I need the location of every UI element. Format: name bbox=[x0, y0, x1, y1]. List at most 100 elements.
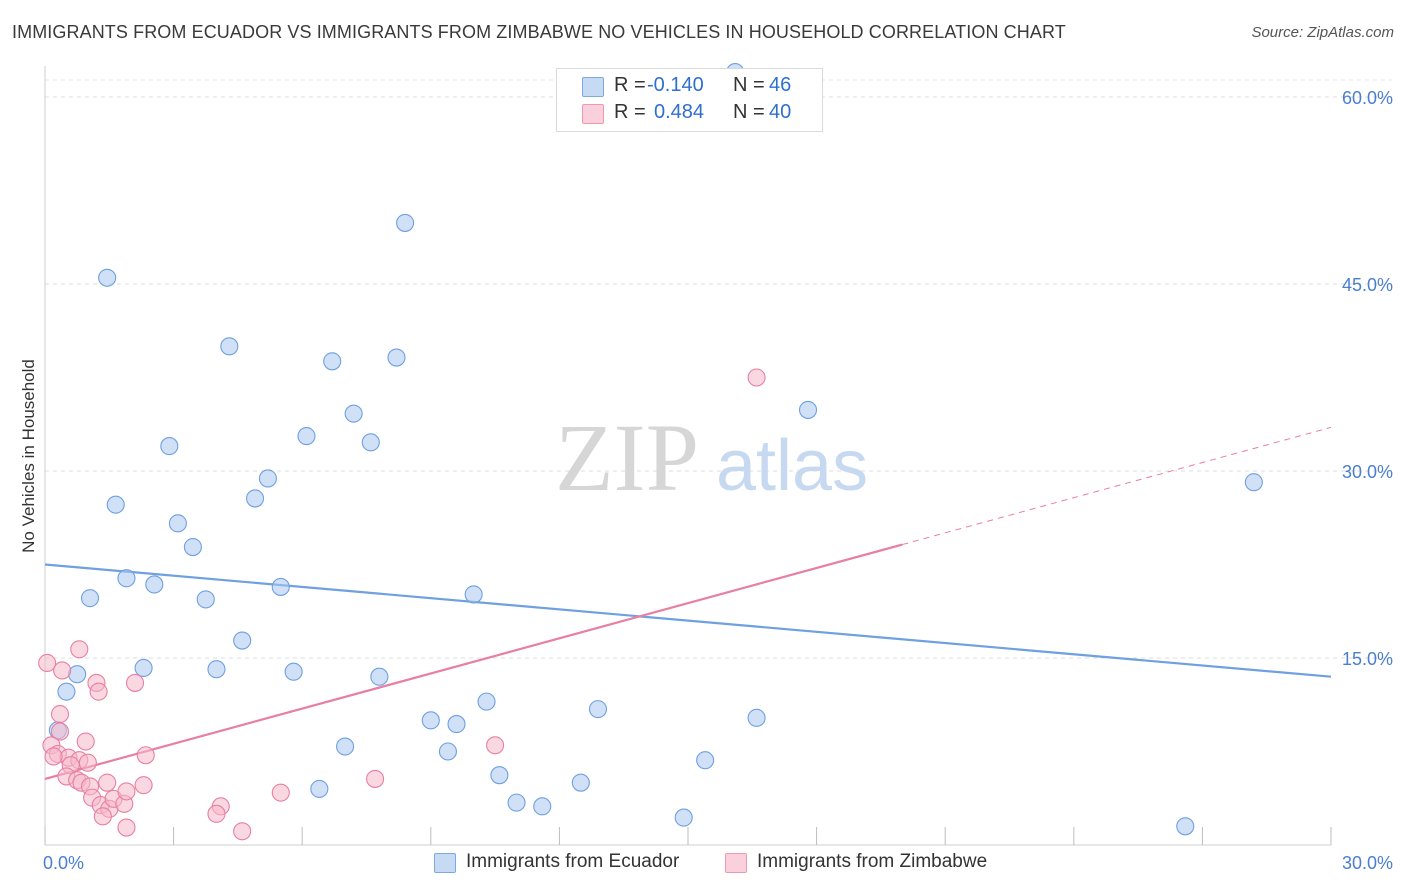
watermark-atlas: atlas bbox=[716, 426, 868, 506]
ecuador-point bbox=[370, 667, 389, 686]
ecuador-point bbox=[696, 751, 715, 770]
zimbabwe-point bbox=[38, 653, 57, 673]
watermark: ZIP atlas bbox=[555, 404, 868, 511]
legend-n-value: 40 bbox=[769, 101, 792, 123]
legend-label-zimbabwe: Immigrants from Zimbabwe bbox=[757, 851, 988, 872]
y-tick-label: 60.0% bbox=[1342, 88, 1393, 108]
ecuador-point bbox=[80, 589, 100, 608]
zimbabwe-point bbox=[125, 673, 145, 692]
ecuador-point bbox=[134, 658, 153, 678]
ecuador-point bbox=[145, 575, 164, 594]
ecuador-point bbox=[344, 404, 363, 423]
ecuador-point bbox=[588, 700, 608, 719]
ecuador-point bbox=[490, 766, 509, 785]
zimbabwe-point bbox=[93, 807, 112, 826]
ecuador-point bbox=[183, 537, 202, 557]
zimbabwe-point bbox=[366, 769, 385, 788]
zimbabwe-point bbox=[70, 640, 89, 659]
zimbabwe-point bbox=[117, 782, 136, 801]
source-label: Source: ZipAtlas.com bbox=[1251, 24, 1394, 41]
ecuador-point bbox=[196, 590, 215, 609]
zimbabwe-point bbox=[98, 773, 117, 792]
correlation-legend: R = -0.140 N = 46 R = 0.484 N = 40 bbox=[556, 68, 823, 132]
legend-row-ecuador: R = -0.140 N = 46 bbox=[557, 74, 822, 100]
ecuador-point bbox=[1176, 817, 1195, 836]
ecuador-point bbox=[207, 660, 226, 679]
ecuador-point bbox=[571, 773, 590, 792]
ecuador-point bbox=[323, 352, 342, 371]
legend-n-label: N = bbox=[733, 74, 765, 96]
zimbabwe-point bbox=[50, 722, 70, 741]
ecuador-point bbox=[438, 742, 457, 761]
trend-line bbox=[902, 426, 1332, 546]
trend-line bbox=[44, 563, 1332, 678]
ecuador-point bbox=[220, 337, 239, 356]
legend-r-label: R = bbox=[614, 101, 646, 123]
legend-n-value: 46 bbox=[769, 74, 792, 96]
legend-n-label: N = bbox=[733, 101, 765, 123]
zimbabwe-point bbox=[53, 661, 72, 680]
watermark-zip: ZIP bbox=[555, 404, 699, 511]
trend-lines bbox=[44, 426, 1332, 780]
ecuador-point bbox=[447, 715, 466, 734]
zimbabwe-point bbox=[117, 818, 136, 837]
y-tick-label: 45.0% bbox=[1342, 275, 1393, 295]
x-tick-label: 30.0% bbox=[1342, 853, 1393, 873]
ecuador-point bbox=[98, 268, 117, 287]
zimbabwe-point bbox=[136, 746, 155, 765]
ecuador-point bbox=[396, 213, 415, 232]
ecuador-point bbox=[477, 692, 496, 711]
data-points bbox=[38, 63, 1263, 841]
ecuador-point bbox=[106, 495, 125, 514]
legend-r-label: R = bbox=[614, 74, 646, 96]
ecuador-point bbox=[68, 665, 87, 684]
zimbabwe-point bbox=[207, 804, 226, 823]
legend-swatch-ecuador bbox=[434, 853, 456, 873]
ecuador-point bbox=[284, 662, 303, 681]
zimbabwe-point bbox=[50, 705, 70, 724]
ecuador-point bbox=[57, 682, 76, 701]
legend-row-zimbabwe: R = 0.484 N = 40 bbox=[557, 101, 822, 127]
zimbabwe-point bbox=[134, 776, 153, 795]
ecuador-point bbox=[674, 808, 693, 827]
ecuador-point bbox=[297, 427, 316, 446]
zimbabwe-point bbox=[44, 747, 63, 766]
ecuador-point bbox=[533, 797, 552, 816]
ecuador-point bbox=[160, 437, 179, 456]
legend-label-ecuador: Immigrants from Ecuador bbox=[466, 851, 680, 872]
ecuador-point bbox=[387, 348, 406, 367]
legend-r-value: 0.484 bbox=[654, 101, 705, 123]
zimbabwe-point bbox=[747, 368, 766, 387]
zimbabwe-point bbox=[486, 736, 505, 755]
zimbabwe-point bbox=[89, 682, 108, 701]
ecuador-point bbox=[271, 577, 290, 596]
ecuador-point bbox=[798, 400, 818, 419]
zimbabwe-point bbox=[78, 753, 97, 772]
ecuador-point bbox=[168, 514, 187, 533]
y-tick-label: 30.0% bbox=[1342, 462, 1393, 482]
ecuador-point bbox=[336, 737, 355, 756]
ecuador-point bbox=[421, 711, 440, 730]
ecuador-point bbox=[258, 469, 277, 488]
ecuador-point bbox=[464, 585, 483, 604]
ecuador-point bbox=[233, 631, 252, 650]
trend-line bbox=[44, 543, 903, 780]
zimbabwe-point bbox=[233, 822, 252, 841]
ecuador-point bbox=[747, 708, 766, 727]
axes bbox=[44, 66, 1332, 846]
y-axis-label: No Vehicles in Household bbox=[19, 359, 38, 553]
ecuador-point bbox=[245, 489, 265, 508]
ecuador-point bbox=[361, 433, 380, 452]
legend-swatch-ecuador bbox=[582, 77, 604, 97]
legend-r-value: -0.140 bbox=[647, 74, 704, 96]
tick-labels: 15.0% 30.0% 45.0% 60.0% 0.0% 30.0% bbox=[43, 88, 1393, 873]
ecuador-point bbox=[117, 569, 136, 588]
zimbabwe-point bbox=[76, 732, 95, 751]
x-tick-label: 0.0% bbox=[43, 853, 84, 873]
grid-lines bbox=[45, 79, 1392, 659]
ecuador-point bbox=[310, 779, 329, 798]
ecuador-point bbox=[507, 793, 526, 812]
legend-swatch-zimbabwe bbox=[725, 853, 747, 873]
zimbabwe-point bbox=[271, 783, 290, 802]
